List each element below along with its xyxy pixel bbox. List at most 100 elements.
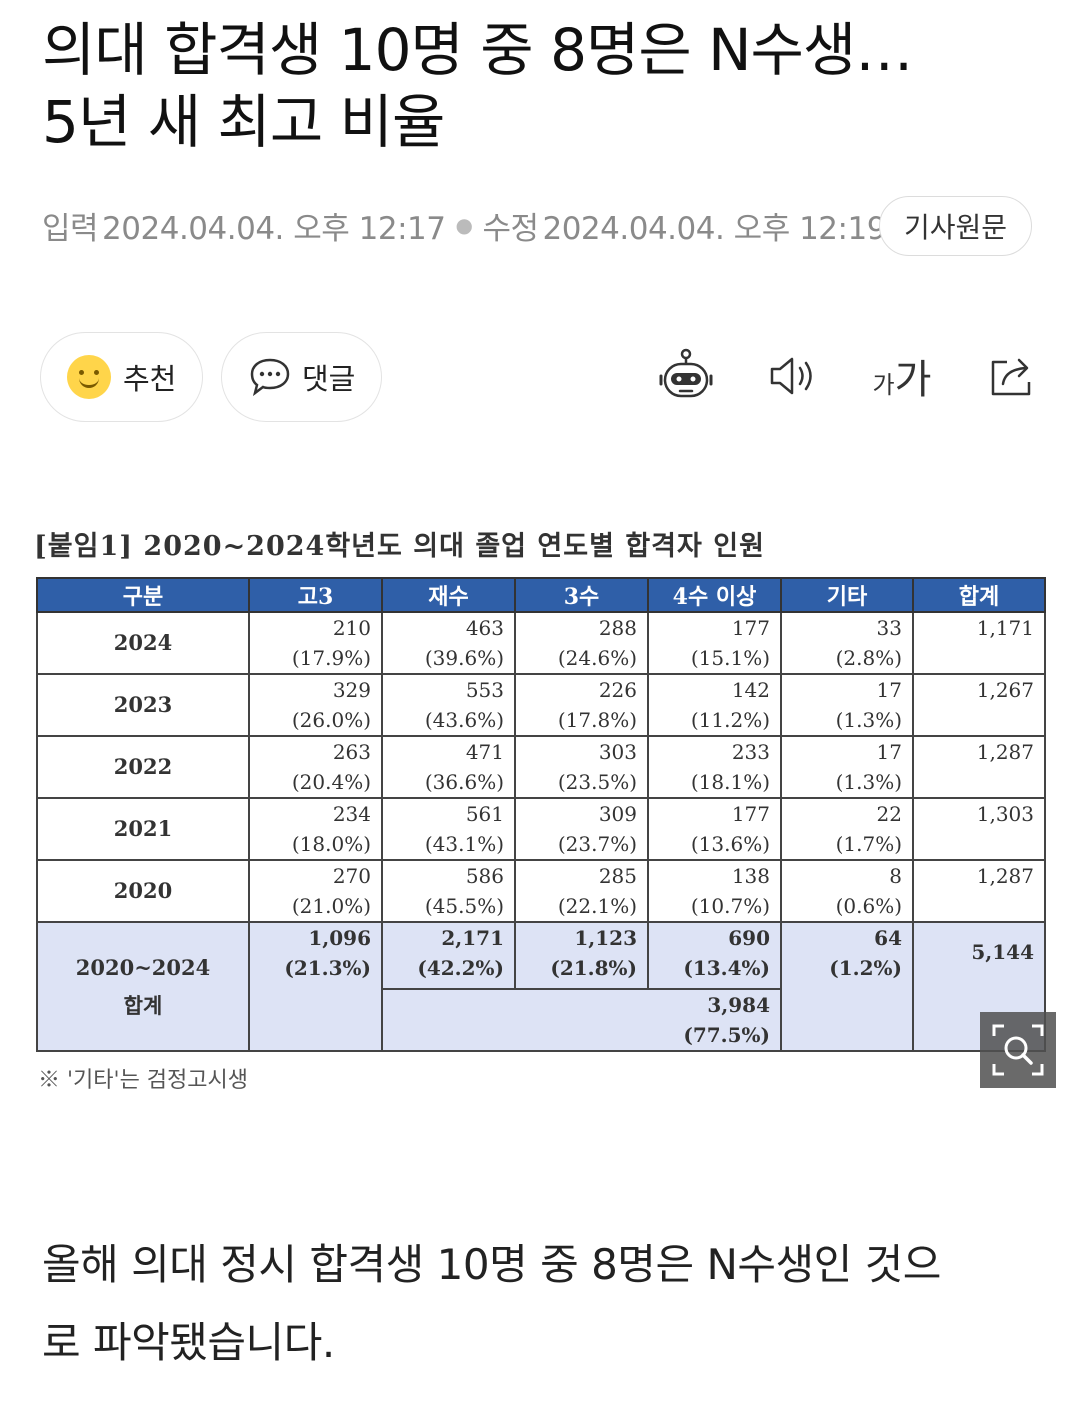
smile-icon	[67, 355, 111, 399]
jaesu-total-cell: 2,171 (42.2%)	[381, 921, 516, 990]
zoom-search-icon	[992, 1024, 1044, 1076]
comment-button[interactable]: 댓글	[221, 332, 382, 422]
table-row: 2023 329 (26.0%) 553 (43.6%) 226 (17.8%) 14…	[36, 673, 1046, 737]
input-date: 2024.04.04. 오후 12:17	[102, 210, 446, 247]
value: 138	[731, 864, 770, 888]
header-jaesu: 재수	[381, 577, 516, 613]
year-cell: 2020	[36, 859, 250, 923]
table-header-row: 구분 고3 재수 3수 4수 이상 기타 합계	[36, 577, 1046, 613]
percent: (1.3%)	[835, 770, 902, 794]
separator-dot: ●	[455, 213, 473, 237]
nsu-sum-cell: 3,984 (77.5%)	[381, 988, 782, 1052]
4su-total-cell: 690 (13.4%)	[647, 921, 782, 990]
value: 288	[598, 616, 637, 640]
percent: (42.2%)	[417, 956, 504, 980]
percent: (17.9%)	[291, 646, 371, 670]
value: 1,096	[308, 926, 371, 950]
value: 263	[332, 740, 371, 764]
value: 226	[598, 678, 637, 702]
percent: (15.1%)	[690, 646, 770, 670]
percent: (22.1%)	[557, 894, 637, 918]
body-line-2: 로 파악됐습니다.	[42, 1318, 335, 1367]
g3-cell: 210 (17.9%)	[248, 611, 383, 675]
etc-cell: 8 (0.6%)	[780, 859, 914, 923]
comment-label: 댓글	[302, 362, 356, 396]
jaesu-cell: 471 (36.6%)	[381, 735, 516, 799]
robot-summary-icon	[659, 348, 713, 398]
etc-cell: 17 (1.3%)	[780, 735, 914, 799]
total-label-sum: 합계	[123, 992, 163, 1018]
3su-total-cell: 1,123 (21.8%)	[514, 921, 649, 990]
percent: (0.6%)	[835, 894, 902, 918]
speaker-icon	[770, 357, 812, 395]
original-article-button[interactable]: 기사원문	[878, 196, 1032, 256]
total-cell: 1,171	[912, 611, 1046, 675]
g3-cell: 270 (21.0%)	[248, 859, 383, 923]
value: 303	[598, 740, 637, 764]
3su-cell: 303 (23.5%)	[514, 735, 649, 799]
g3-total-cell: 1,096 (21.3%)	[248, 921, 383, 1052]
table-row: 2021 234 (18.0%) 561 (43.1%) 309 (23.7%) 17…	[36, 797, 1046, 861]
article-meta: 입력 2024.04.04. 오후 12:17 ● 수정 2024.04.04.…	[42, 200, 886, 250]
value: 17	[876, 740, 902, 764]
value: 2,171	[441, 926, 504, 950]
body-line-1: 올해 의대 정시 합격생 10명 중 8명은 N수생인 것으	[42, 1240, 941, 1289]
share-button[interactable]	[982, 346, 1042, 406]
table-nsu-sum-row: 3,984 (77.5%)	[37, 988, 1045, 1052]
value: 142	[731, 678, 770, 702]
value: 309	[598, 802, 637, 826]
percent: (23.5%)	[557, 770, 637, 794]
etc-cell: 22 (1.7%)	[780, 797, 914, 861]
year-cell: 2022	[36, 735, 250, 799]
percent: (45.5%)	[424, 894, 504, 918]
share-icon	[991, 358, 1031, 396]
value: 329	[332, 678, 371, 702]
table-total-row: 2020~2024 합계 1,096 (21.3%) 2,171 (42.2%) 1…	[36, 921, 1046, 1052]
font-size-button[interactable]: 가가	[870, 346, 934, 406]
etc-cell: 17 (1.3%)	[780, 673, 914, 737]
4su-cell: 177 (15.1%)	[647, 611, 782, 675]
4su-cell: 138 (10.7%)	[647, 859, 782, 923]
3su-cell: 309 (23.7%)	[514, 797, 649, 861]
value: 177	[731, 616, 770, 640]
3su-cell: 285 (22.1%)	[514, 859, 649, 923]
tts-button[interactable]	[764, 346, 820, 406]
value: 233	[731, 740, 770, 764]
value: 471	[465, 740, 504, 764]
percent: (18.1%)	[690, 770, 770, 794]
header-g3: 고3	[248, 577, 383, 613]
percent: (18.0%)	[291, 832, 371, 856]
value: 177	[731, 802, 770, 826]
recommend-button[interactable]: 추천	[40, 332, 203, 422]
admissions-table: 구분 고3 재수 3수 4수 이상 기타 합계 2024 210 (17.9%) …	[36, 577, 1046, 1052]
value: 561	[465, 802, 504, 826]
title-line-2: 5년 새 최고 비율	[42, 88, 445, 156]
percent: (11.2%)	[690, 708, 770, 732]
article-title: 의대 합격생 10명 중 8명은 N수생… 5년 새 최고 비율	[42, 14, 1052, 158]
image-zoom-button[interactable]	[980, 1012, 1056, 1088]
edit-label: 수정	[482, 210, 539, 247]
value: 3,984	[707, 993, 770, 1017]
font-large-glyph: 가	[894, 357, 932, 403]
percent: (21.0%)	[291, 894, 371, 918]
header-total: 합계	[912, 577, 1046, 613]
total-label-cell: 2020~2024 합계	[36, 921, 250, 1052]
jaesu-cell: 586 (45.5%)	[381, 859, 516, 923]
value: 8	[889, 864, 902, 888]
font-small-glyph: 가	[872, 371, 895, 399]
total-cell: 1,287	[912, 859, 1046, 923]
value: 22	[876, 802, 902, 826]
figure-caption: [붙임1] 2020~2024학년도 의대 졸업 연도별 합격자 인원	[34, 531, 765, 562]
percent: (1.2%)	[829, 956, 902, 980]
g3-cell: 329 (26.0%)	[248, 673, 383, 737]
percent: (17.8%)	[557, 708, 637, 732]
4su-cell: 233 (18.1%)	[647, 735, 782, 799]
percent: (43.1%)	[424, 832, 504, 856]
table-row: 2022 263 (20.4%) 471 (36.6%) 303 (23.5%) 23…	[36, 735, 1046, 799]
percent: (24.6%)	[557, 646, 637, 670]
percent: (10.7%)	[690, 894, 770, 918]
summary-bot-button[interactable]	[654, 346, 718, 406]
article-figure: [붙임1] 2020~2024학년도 의대 졸업 연도별 합격자 인원 구분 고…	[26, 512, 1056, 1102]
percent: (21.3%)	[284, 956, 371, 980]
percent: (1.3%)	[835, 708, 902, 732]
